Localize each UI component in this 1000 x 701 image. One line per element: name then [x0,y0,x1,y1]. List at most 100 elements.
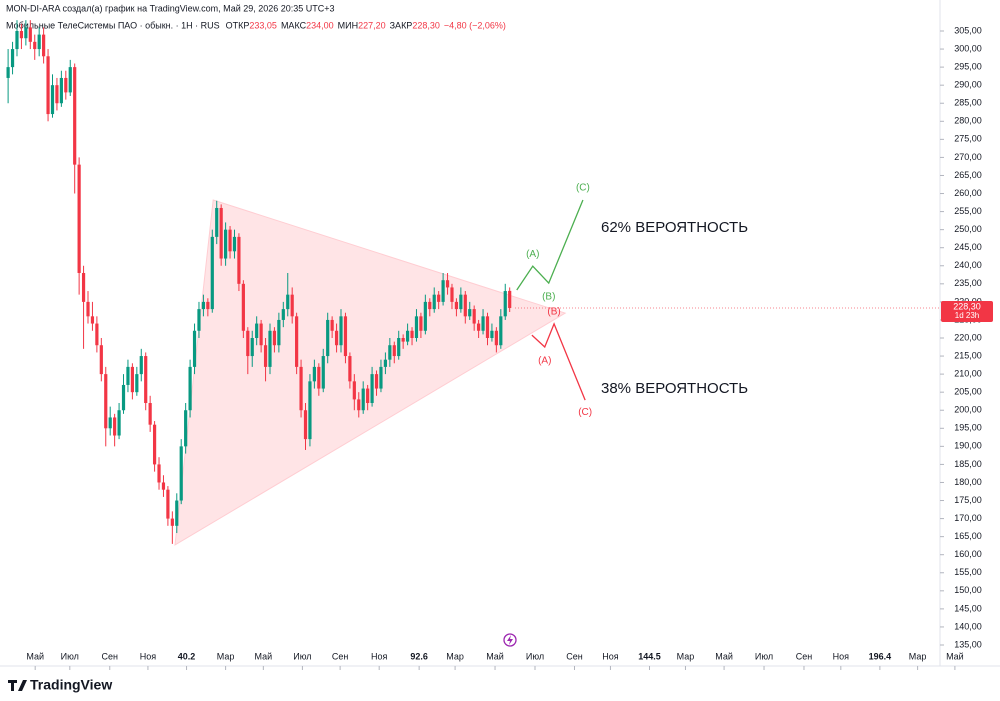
candle-body [219,207,223,259]
wave-path [516,199,584,291]
candle-body [126,366,130,385]
x-tick-label: Мар [677,651,695,661]
probability-note: 38% ВЕРОЯТНОСТЬ [601,380,748,397]
candle-body [86,301,90,317]
x-tick-label: Ноя [371,651,388,661]
candle-body [326,319,330,357]
candle-body [437,294,441,302]
quote-value: 227,20 [358,20,386,30]
candle-body [77,164,81,273]
candle-body [28,27,32,42]
candle-body [228,229,232,252]
candle-body [370,374,374,404]
y-tick-label: 175,00 [954,495,982,505]
candle-body [130,366,134,393]
candle-body [499,316,503,346]
wave-label: (B) [547,307,560,318]
candle-body [237,236,241,284]
candle-body [241,283,245,331]
candle-body [295,316,299,367]
y-tick-label: 170,00 [954,513,982,523]
y-tick-label: 205,00 [954,387,982,397]
candle-body [152,424,157,465]
quote-label: МАКС [281,20,307,30]
candle-body [99,345,103,375]
candle-body [490,330,494,338]
candle-body [388,345,392,360]
x-tick-label: Ноя [602,651,619,661]
x-tick-label: Июл [61,651,79,661]
candle-body [188,366,192,411]
candle-body [215,207,219,237]
candle-body [59,77,63,104]
x-tick-label: 144.5 [638,651,661,661]
x-tick-label: Июл [755,651,773,661]
tradingview-logo[interactable]: TradingView [8,677,112,693]
y-tick-label: 210,00 [954,368,982,378]
y-tick-label: 300,00 [954,43,982,53]
triangle-pattern [174,199,567,546]
x-tick-label: Май [946,651,964,661]
candle-body [463,294,467,317]
candle-body [423,301,427,331]
last-price-tag [941,301,993,323]
candle-body [121,384,126,411]
y-tick-label: 265,00 [954,170,982,180]
candle-body [139,356,143,375]
y-tick-label: 135,00 [954,639,982,649]
x-tick-label: Сен [796,651,813,661]
candle-body [281,309,285,320]
y-tick-label: 160,00 [954,549,982,559]
candle-body [481,316,485,331]
x-tick-label: Май [486,651,504,661]
candle-body [477,323,481,331]
quote-label: ЗАКР [390,20,413,30]
candle-body [161,482,166,490]
candle-body [392,345,396,357]
candle-body [454,301,459,310]
x-tick-label: Сен [566,651,583,661]
candle-body [108,417,112,429]
y-tick-label: 270,00 [954,152,982,162]
candle-body [472,309,476,324]
x-tick-label: Мар [217,651,235,661]
wave-path [531,322,586,401]
lightning-icon[interactable] [503,633,517,647]
candle-body [197,309,201,331]
candle-body [73,67,77,165]
candle-body [468,309,472,317]
candle-body [24,27,28,39]
symbol: Мобильные ТелеСистемы ПАО · обыкн. · 1Н … [6,20,220,30]
candle-body [405,330,410,342]
x-tick-label: Ноя [833,651,850,661]
candle-body [68,67,72,93]
candle-body [255,323,259,338]
y-tick-label: 140,00 [954,621,982,631]
candle-body [343,316,348,357]
candle-body [175,500,179,526]
candle-body [459,294,463,310]
y-tick-label: 200,00 [954,405,982,415]
y-tick-label: 240,00 [954,260,982,270]
y-tick-label: 295,00 [954,61,982,71]
x-tick-label: Мар [909,651,927,661]
candle-body [10,49,15,68]
y-tick-label: 195,00 [954,423,982,433]
candle-body [224,229,228,259]
candle-body [42,34,46,57]
quote-change: −4,80 (−2,06%) [444,20,506,30]
y-tick-label: 285,00 [954,98,982,108]
y-tick-label: 280,00 [954,116,982,126]
candle-body [312,366,316,382]
candle-body [50,85,55,115]
candle-body [317,366,321,389]
y-tick-label: 260,00 [954,188,982,198]
candle-body [303,410,308,440]
candle-body [286,294,290,310]
candle-body [95,323,99,346]
candle-body [494,330,498,346]
last-price-label: 228,30 [953,301,981,311]
candle-body [81,272,86,302]
candle-body [33,41,37,50]
candle-body [250,338,254,357]
